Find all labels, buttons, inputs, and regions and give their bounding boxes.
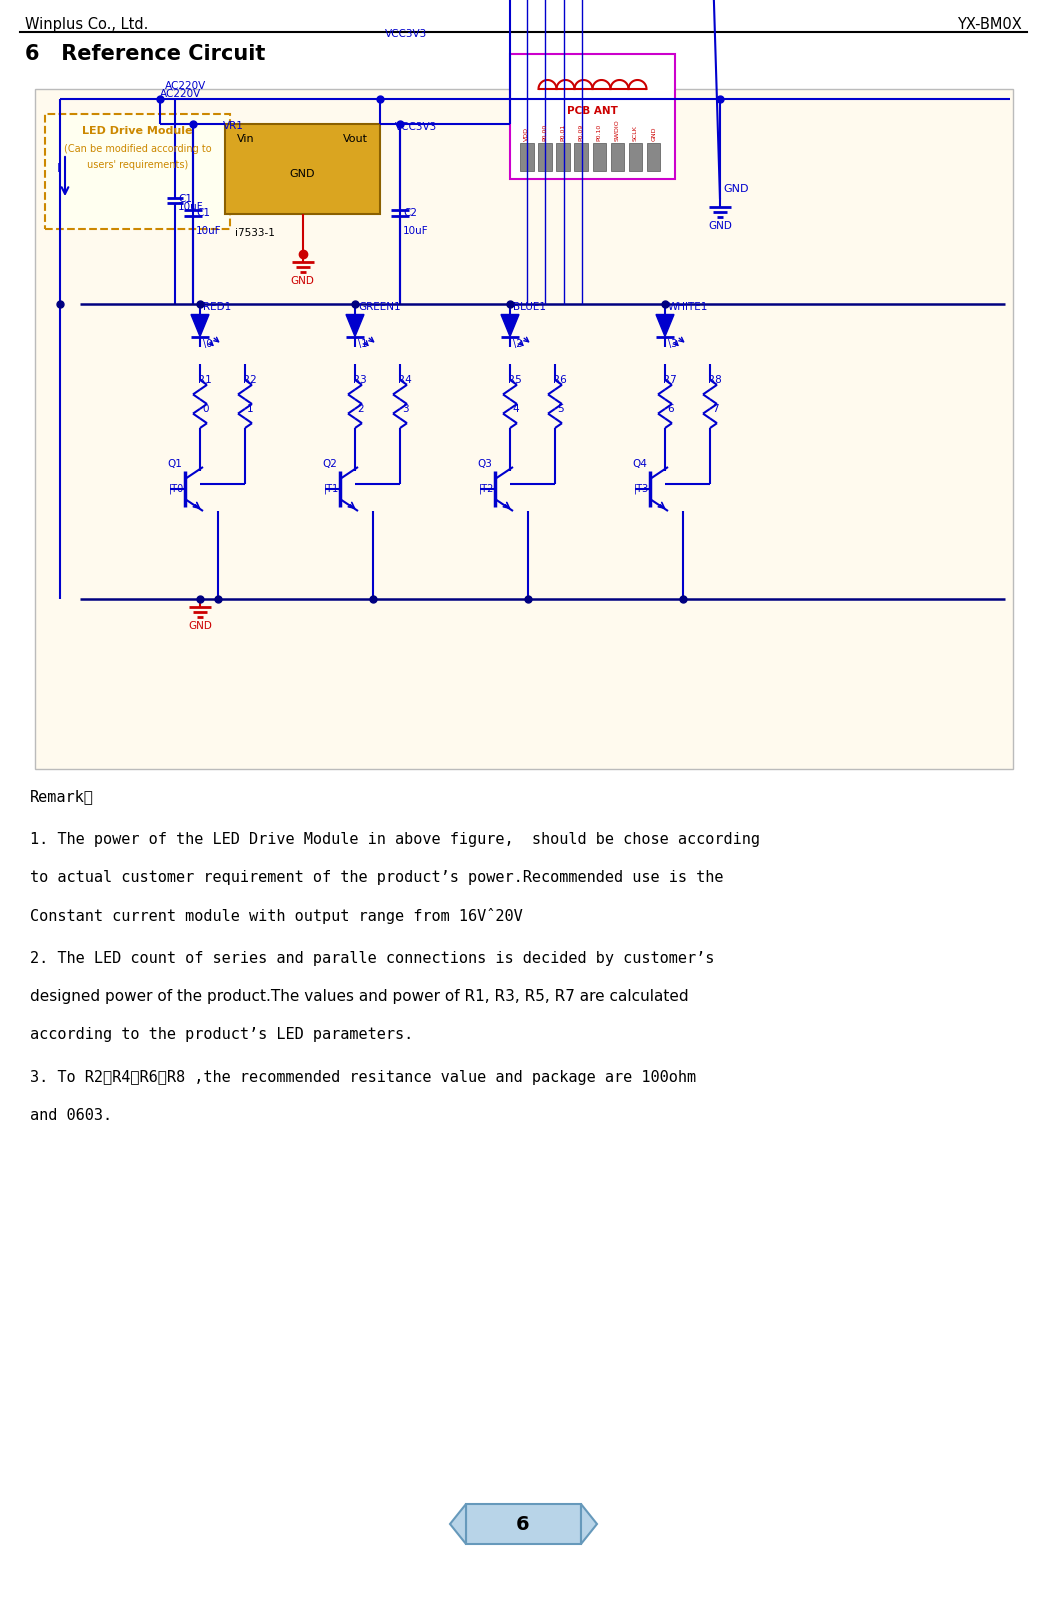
Text: 2: 2 xyxy=(357,405,363,414)
Text: VDD: VDD xyxy=(525,126,530,141)
FancyBboxPatch shape xyxy=(575,142,588,171)
Text: R5: R5 xyxy=(508,376,521,385)
Text: R2: R2 xyxy=(243,376,257,385)
Text: according to the product’s LED parameters.: according to the product’s LED parameter… xyxy=(30,1027,414,1043)
Text: LED Drive Module: LED Drive Module xyxy=(83,126,193,136)
Text: R6: R6 xyxy=(553,376,566,385)
Text: VR1: VR1 xyxy=(223,122,244,131)
Text: AC220V: AC220V xyxy=(165,82,206,91)
Text: 6: 6 xyxy=(667,405,673,414)
FancyBboxPatch shape xyxy=(225,125,380,214)
Polygon shape xyxy=(656,315,674,336)
FancyBboxPatch shape xyxy=(538,142,552,171)
Text: 6: 6 xyxy=(516,1514,530,1533)
Text: \2: \2 xyxy=(513,339,522,349)
Text: 3: 3 xyxy=(402,405,408,414)
Text: Winplus Co., Ltd.: Winplus Co., Ltd. xyxy=(25,18,149,32)
FancyBboxPatch shape xyxy=(629,142,643,171)
Text: P0.01: P0.01 xyxy=(560,123,565,141)
Text: GND: GND xyxy=(290,169,315,179)
Text: 6   Reference Circuit: 6 Reference Circuit xyxy=(25,45,265,64)
Text: P0.10: P0.10 xyxy=(597,123,602,141)
Text: 10uF: 10uF xyxy=(403,225,428,237)
Text: AC220V: AC220V xyxy=(160,90,201,99)
Text: R3: R3 xyxy=(353,376,366,385)
Text: Vout: Vout xyxy=(343,134,367,144)
Text: designed power of the product.The values and power of R1, R3, R5, R7 are calcula: designed power of the product.The values… xyxy=(30,990,689,1004)
Text: BLUE1: BLUE1 xyxy=(513,302,545,312)
Text: I: I xyxy=(57,163,61,176)
Text: PCB ANT: PCB ANT xyxy=(567,106,618,117)
Polygon shape xyxy=(581,1505,597,1545)
Text: i7533-1: i7533-1 xyxy=(235,229,275,238)
Text: 1: 1 xyxy=(247,405,253,414)
Text: to actual customer requirement of the product’s power.Recommended use is the: to actual customer requirement of the pr… xyxy=(30,870,723,884)
Text: |T0: |T0 xyxy=(169,484,184,494)
Text: |T2: |T2 xyxy=(478,484,494,494)
Text: 1. The power of the LED Drive Module in above figure,  should be chose according: 1. The power of the LED Drive Module in … xyxy=(30,831,760,847)
FancyBboxPatch shape xyxy=(520,142,534,171)
Text: C2: C2 xyxy=(403,208,417,217)
Text: VCC3V3: VCC3V3 xyxy=(395,122,438,133)
Text: Q2: Q2 xyxy=(322,459,337,469)
Text: C1: C1 xyxy=(196,208,210,217)
Text: 3. To R2、R4、R6、R8 ,the recommended resitance value and package are 100ohm: 3. To R2、R4、R6、R8 ,the recommended resit… xyxy=(30,1070,696,1086)
Text: GND: GND xyxy=(651,126,656,141)
Text: 10uF: 10uF xyxy=(196,225,222,237)
FancyBboxPatch shape xyxy=(35,90,1013,769)
Text: SWDIO: SWDIO xyxy=(615,120,620,141)
Text: (Can be modified according to: (Can be modified according to xyxy=(64,144,211,154)
Polygon shape xyxy=(191,315,209,336)
Polygon shape xyxy=(502,315,519,336)
FancyBboxPatch shape xyxy=(647,142,661,171)
FancyBboxPatch shape xyxy=(556,142,570,171)
FancyBboxPatch shape xyxy=(466,1505,581,1545)
Text: Q1: Q1 xyxy=(168,459,182,469)
Text: GND: GND xyxy=(708,221,732,230)
Text: P0.09: P0.09 xyxy=(579,123,583,141)
Text: 2. The LED count of series and paralle connections is decided by customer’s: 2. The LED count of series and paralle c… xyxy=(30,951,714,966)
Text: |T3: |T3 xyxy=(634,484,649,494)
Text: \0: \0 xyxy=(203,339,213,349)
FancyBboxPatch shape xyxy=(593,142,606,171)
Text: R7: R7 xyxy=(663,376,676,385)
Text: GREEN1: GREEN1 xyxy=(358,302,401,312)
Text: users' requirements): users' requirements) xyxy=(87,160,188,169)
Text: VCC3V3: VCC3V3 xyxy=(385,29,427,38)
Polygon shape xyxy=(346,315,364,336)
Text: Remark：: Remark： xyxy=(30,788,94,804)
Text: R1: R1 xyxy=(198,376,211,385)
Text: YX-BM0X: YX-BM0X xyxy=(957,18,1022,32)
Text: Q4: Q4 xyxy=(632,459,647,469)
FancyBboxPatch shape xyxy=(610,142,624,171)
Text: WHITE1: WHITE1 xyxy=(668,302,709,312)
Text: 5: 5 xyxy=(557,405,563,414)
Text: \3: \3 xyxy=(668,339,677,349)
Text: 0: 0 xyxy=(202,405,208,414)
Polygon shape xyxy=(450,1505,466,1545)
Text: R4: R4 xyxy=(398,376,411,385)
Text: GND: GND xyxy=(291,277,314,286)
FancyBboxPatch shape xyxy=(510,54,675,179)
Text: 4: 4 xyxy=(512,405,518,414)
Text: C1: C1 xyxy=(178,193,192,203)
Text: Vin: Vin xyxy=(237,134,254,144)
Text: SCLK: SCLK xyxy=(633,125,638,141)
Text: 7: 7 xyxy=(712,405,718,414)
Text: R8: R8 xyxy=(708,376,721,385)
Text: \1: \1 xyxy=(358,339,367,349)
FancyBboxPatch shape xyxy=(45,114,230,229)
Text: 10uF: 10uF xyxy=(178,201,203,211)
Text: P0.00: P0.00 xyxy=(542,123,548,141)
Text: Q3: Q3 xyxy=(477,459,492,469)
Text: GND: GND xyxy=(723,184,749,193)
Text: |T1: |T1 xyxy=(324,484,339,494)
Text: RED1: RED1 xyxy=(203,302,231,312)
Text: Constant current module with output range from 16Vˆ20V: Constant current module with output rang… xyxy=(30,908,522,924)
Text: GND: GND xyxy=(188,620,211,632)
Text: and 0603.: and 0603. xyxy=(30,1108,112,1122)
